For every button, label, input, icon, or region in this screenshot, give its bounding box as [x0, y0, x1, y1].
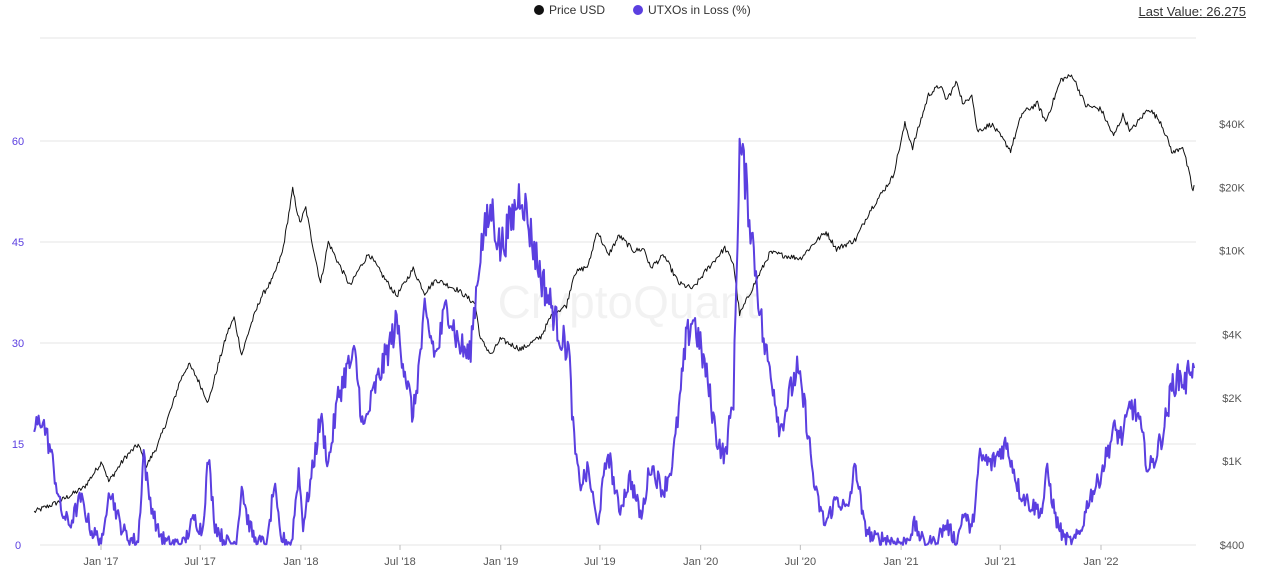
- x-axis-tick-label: Jan '18: [283, 556, 318, 568]
- x-axis-tick-label: Jul '18: [384, 556, 415, 568]
- legend-label-price: Price USD: [549, 3, 606, 17]
- legend-item-price[interactable]: Price USD: [534, 3, 605, 17]
- x-axis-tick-label: Jul '17: [184, 556, 215, 568]
- right-axis-tick-label: $400: [1220, 540, 1244, 552]
- x-axis-tick-label: Jan '20: [683, 556, 718, 568]
- right-axis-tick-label: $40K: [1219, 119, 1245, 131]
- left-axis-tick-label: 15: [12, 439, 24, 451]
- right-axis-tick-label: $1K: [1222, 456, 1242, 468]
- x-axis-tick-label: Jul '19: [584, 556, 615, 568]
- series-line-price-usd: [33, 74, 1195, 513]
- x-axis-tick-label: Jan '17: [83, 556, 118, 568]
- x-axis-tick-label: Jul '21: [985, 556, 1016, 568]
- left-axis-tick-label: 30: [12, 338, 24, 350]
- series-line-utxos-in-loss: [33, 137, 1196, 546]
- x-axis: Jan '17 Jul '17 Jan '18 Jul '18 Jan '19 Jul '…: [83, 545, 1119, 568]
- left-axis-tick-label: 60: [12, 136, 24, 148]
- x-axis-tick-label: Jan '19: [483, 556, 518, 568]
- last-value-readout[interactable]: Last Value: 26.275: [1139, 4, 1246, 19]
- utxo-legend-dot-icon: [633, 5, 644, 15]
- right-axis-tick-label: $20K: [1219, 182, 1245, 194]
- price-legend-dot-icon: [534, 5, 544, 15]
- left-axis-tick-label: 0: [15, 540, 21, 552]
- x-axis-tick-label: Jan '22: [1083, 556, 1118, 568]
- x-axis-tick-label: Jul '20: [785, 556, 816, 568]
- watermark: CryptoQuant: [498, 276, 759, 328]
- right-axis-tick-label: $4K: [1222, 330, 1242, 342]
- left-axis-tick-label: 45: [12, 237, 24, 249]
- last-value-label: Last Value:: [1138, 4, 1203, 19]
- left-axis: 0 15 30 45 60: [12, 136, 24, 552]
- legend-item-utxo[interactable]: UTXOs in Loss (%): [633, 3, 751, 17]
- chart-legend: Price USD UTXOs in Loss (%): [534, 3, 751, 17]
- x-axis-tick-label: Jan '21: [884, 556, 919, 568]
- last-value-number: 26.275: [1206, 4, 1246, 19]
- right-axis: $400 $1K $2K $4K $10K $20K $40K: [1219, 119, 1245, 552]
- legend-label-utxo: UTXOs in Loss (%): [648, 3, 751, 17]
- right-axis-tick-label: $2K: [1222, 393, 1242, 405]
- right-axis-tick-label: $10K: [1219, 246, 1245, 258]
- series-layer: [33, 74, 1196, 546]
